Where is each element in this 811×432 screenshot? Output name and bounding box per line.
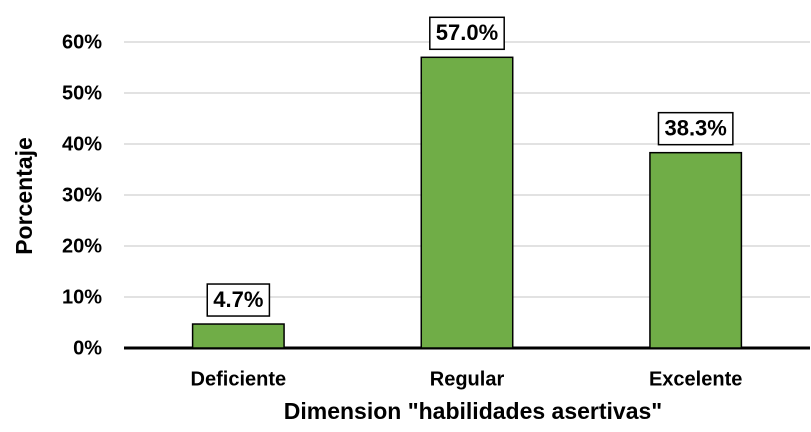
y-tick-label: 40% — [62, 133, 102, 155]
y-tick-label: 20% — [62, 235, 102, 257]
y-tick-label: 10% — [62, 286, 102, 308]
value-label: 38.3% — [664, 115, 726, 140]
x-tick-label: Deficiente — [191, 368, 287, 390]
value-label: 4.7% — [213, 287, 263, 312]
y-axis-title: Porcentaje — [11, 137, 37, 255]
y-tick-label: 50% — [62, 82, 102, 104]
bar — [191, 323, 285, 349]
value-label-box — [657, 111, 734, 146]
bar — [420, 56, 514, 349]
y-tick-label: 30% — [62, 184, 102, 206]
value-label: 57.0% — [436, 20, 498, 45]
x-tick-label: Regular — [430, 368, 505, 390]
y-tick-label: 0% — [73, 337, 102, 359]
y-tick-label: 60% — [62, 31, 102, 53]
x-tick-label: Excelente — [649, 368, 742, 390]
bar — [649, 151, 743, 349]
value-label-box — [206, 283, 271, 317]
value-label-box — [429, 16, 505, 51]
x-axis-title: Dimension "habilidades asertivas" — [284, 398, 662, 424]
